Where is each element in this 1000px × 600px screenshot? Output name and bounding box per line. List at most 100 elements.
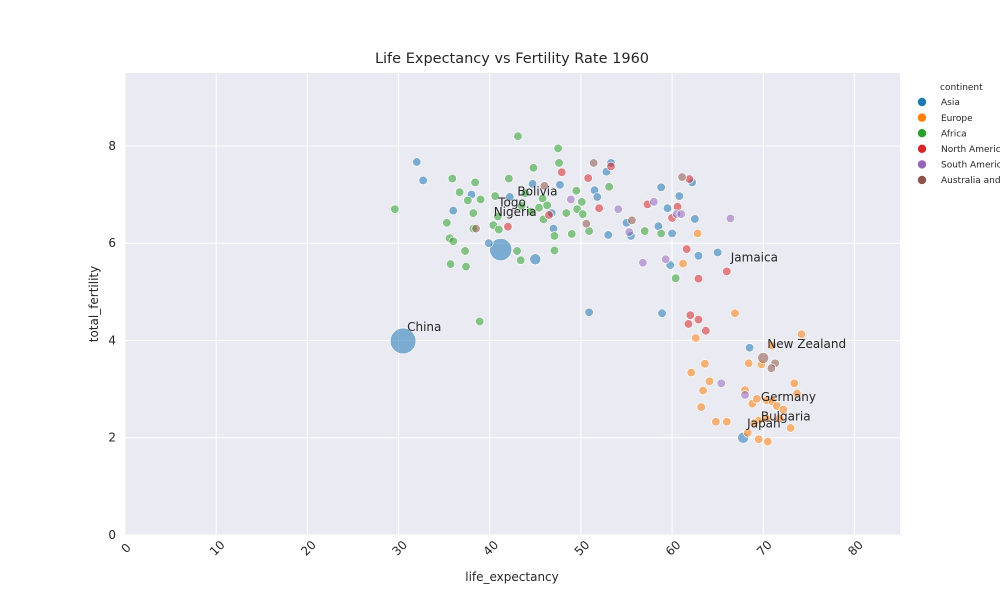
legend-marker xyxy=(917,144,927,153)
data-point xyxy=(454,187,465,197)
data-point xyxy=(730,308,740,318)
data-point xyxy=(553,143,563,154)
data-point xyxy=(445,259,456,269)
data-point xyxy=(743,358,754,368)
x-tick-label: 40 xyxy=(481,538,502,559)
data-point xyxy=(606,161,616,172)
legend-entry: Australia and Oceania xyxy=(941,176,1000,186)
data-point xyxy=(566,194,576,205)
data-point xyxy=(577,197,587,207)
data-point xyxy=(692,228,703,239)
x-axis-ticks: 0 10 20 30 40 50 60 70 80 xyxy=(119,538,866,559)
data-point xyxy=(640,226,650,236)
data-point xyxy=(539,181,550,191)
data-point xyxy=(555,180,565,190)
data-point xyxy=(513,131,523,141)
x-tick-label: 50 xyxy=(572,538,593,559)
data-point xyxy=(442,218,452,228)
legend-marker xyxy=(917,160,927,169)
data-point xyxy=(691,333,701,343)
data-point xyxy=(761,413,771,423)
data-point xyxy=(681,244,692,254)
data-point xyxy=(677,172,687,182)
data-point xyxy=(526,206,536,217)
annotation-label: China xyxy=(407,320,441,334)
data-point xyxy=(490,191,500,201)
x-tick-label: 10 xyxy=(207,538,228,559)
data-point xyxy=(722,266,732,277)
data-point xyxy=(494,224,504,235)
annotation-label: Jamaica xyxy=(730,250,778,264)
data-point xyxy=(778,404,788,415)
data-point xyxy=(698,385,708,396)
chart-title: Life Expectancy vs Fertility Rate 1960 xyxy=(375,51,649,67)
y-tick-label: 0 xyxy=(108,528,116,542)
data-point xyxy=(516,201,527,211)
legend-marker xyxy=(917,129,927,138)
data-point xyxy=(448,205,458,216)
data-point xyxy=(412,157,422,167)
y-axis-ticks: 0 2 4 6 8 xyxy=(108,139,116,542)
y-axis-label: total_fertility xyxy=(87,266,101,343)
data-point xyxy=(685,310,695,320)
data-point xyxy=(667,228,677,239)
annotation-label: Bolivia xyxy=(517,184,557,198)
data-point xyxy=(418,175,428,186)
data-point xyxy=(512,246,522,256)
y-tick-label: 8 xyxy=(108,139,116,153)
data-point xyxy=(649,197,659,207)
data-point xyxy=(792,388,802,399)
y-tick-label: 6 xyxy=(108,236,116,250)
data-point xyxy=(603,230,613,240)
x-axis-label: life_expectancy xyxy=(465,570,559,584)
x-tick-label: 70 xyxy=(754,538,775,559)
data-point xyxy=(484,238,494,248)
data-point xyxy=(520,188,530,198)
data-point xyxy=(711,417,721,427)
data-point xyxy=(693,251,704,261)
data-point xyxy=(581,219,592,229)
data-point xyxy=(604,182,614,192)
grid xyxy=(124,73,900,536)
data-points xyxy=(389,131,807,447)
data-point xyxy=(584,307,594,317)
legend-marker xyxy=(917,97,927,107)
data-point xyxy=(676,209,686,219)
data-point xyxy=(656,182,666,192)
data-point xyxy=(549,231,560,241)
x-tick-label: 60 xyxy=(663,538,684,559)
annotations: China Jamaica New Zealand Germany BulgariaJa… xyxy=(407,184,846,430)
data-point xyxy=(592,192,602,202)
annotation-label: Bulgaria xyxy=(761,409,811,423)
data-point xyxy=(537,193,548,204)
data-point xyxy=(701,326,711,336)
data-point xyxy=(571,186,581,196)
x-tick-label: 20 xyxy=(298,538,319,559)
data-point xyxy=(678,258,688,269)
data-point xyxy=(463,195,473,206)
data-point xyxy=(693,314,704,325)
data-point xyxy=(594,203,604,213)
legend-marker xyxy=(917,113,927,122)
data-point xyxy=(588,158,599,168)
data-point xyxy=(527,179,538,189)
data-point xyxy=(704,376,715,386)
data-point xyxy=(390,204,400,214)
data-point xyxy=(613,204,623,214)
data-point xyxy=(722,417,732,427)
data-point xyxy=(557,167,567,177)
legend-title: continent xyxy=(940,83,983,93)
data-point xyxy=(624,227,634,237)
data-point xyxy=(475,316,485,327)
data-point xyxy=(583,173,593,183)
data-point xyxy=(716,378,726,388)
data-point xyxy=(460,246,470,256)
data-point xyxy=(757,352,770,364)
data-point xyxy=(461,261,471,272)
data-point xyxy=(471,223,481,234)
data-point xyxy=(774,413,785,423)
data-point xyxy=(796,329,807,339)
data-point xyxy=(447,173,457,184)
data-point xyxy=(671,273,681,283)
data-point xyxy=(661,254,671,264)
